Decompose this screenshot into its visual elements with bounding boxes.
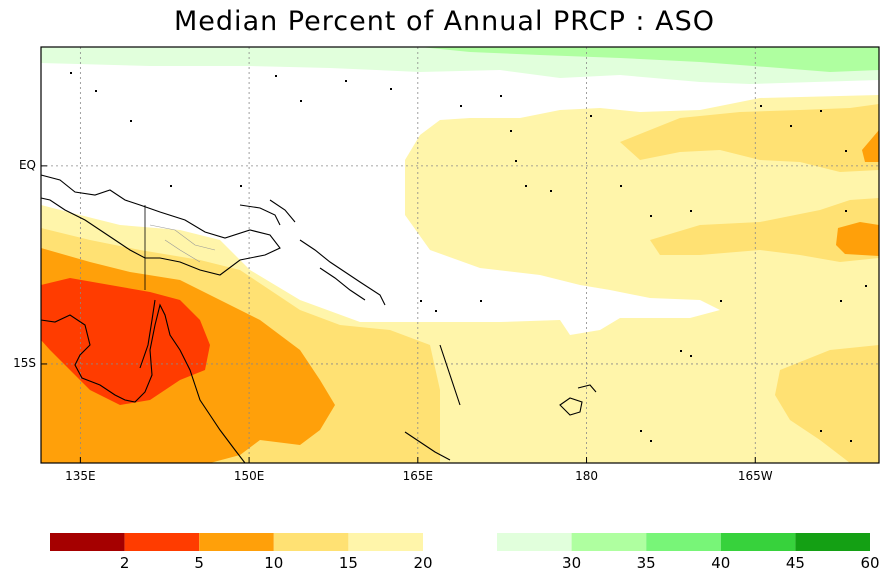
island-dot — [345, 80, 347, 82]
small-islands — [70, 72, 867, 442]
island-dot — [240, 185, 242, 187]
island-dot — [690, 210, 692, 212]
y-tick-label: 15S — [13, 355, 36, 370]
coastline-solomons-2 — [319, 267, 366, 301]
x-tick-label: 165W — [737, 469, 773, 483]
coastline-fiji-2 — [577, 384, 597, 393]
x-tick-label: 165E — [402, 469, 434, 483]
island-dot — [690, 355, 692, 357]
fill-10-15-east-south — [775, 345, 879, 463]
colorbar-swatch — [646, 533, 721, 551]
coastline-vanuatu — [439, 344, 461, 406]
coastline-solomons — [299, 239, 386, 306]
coastline-new-caledonia — [404, 431, 451, 461]
colorbar-label: 35 — [636, 554, 656, 572]
island-dot — [820, 110, 822, 112]
coastline-australia — [40, 303, 246, 464]
colorbar-swatch — [720, 533, 796, 551]
colorbar-label: 60 — [860, 554, 880, 572]
x-tick-label: 180 — [575, 469, 598, 483]
island-dot — [640, 430, 642, 432]
colorbar-swatch — [124, 533, 200, 551]
colorbar-swatch — [50, 533, 125, 551]
island-dot — [95, 90, 97, 92]
fill-2-5-southwest — [41, 278, 210, 405]
x-tick-label: 135E — [65, 469, 96, 483]
island-dot — [525, 185, 527, 187]
fill-5-10-east-patch1 — [862, 130, 879, 162]
island-dot — [865, 285, 867, 287]
colorbar-label: 20 — [413, 554, 433, 572]
colorbar-swatch — [199, 533, 274, 551]
coastline-fiji — [559, 397, 583, 416]
colorbar-label: 10 — [264, 554, 284, 572]
island-dot — [390, 88, 392, 90]
coastlines — [40, 174, 597, 464]
coastline-gulf — [139, 299, 156, 369]
island-dot — [650, 215, 652, 217]
island-dot — [500, 95, 502, 97]
colorbar-swatch — [571, 533, 647, 551]
island-dot — [170, 185, 172, 187]
fill-20-30-bump — [340, 112, 370, 135]
island-dot — [720, 300, 722, 302]
coastline-new-guinea — [40, 174, 281, 276]
island-dot — [480, 300, 482, 302]
coastline-new-ireland — [269, 199, 296, 223]
colorbar-swatch — [273, 533, 349, 551]
island-dot — [590, 115, 592, 117]
island-dot — [300, 100, 302, 102]
island-dot — [620, 185, 622, 187]
island-dot — [435, 310, 437, 312]
axis-ticks — [41, 165, 756, 463]
island-dot — [840, 300, 842, 302]
island-dot — [420, 300, 422, 302]
fill-35-40 — [420, 47, 879, 72]
fill-10-15-east-mid — [650, 198, 879, 262]
colorbar-swatch — [497, 533, 572, 551]
colorbar-swatch — [348, 533, 423, 551]
island-dot — [845, 210, 847, 212]
island-dot — [760, 105, 762, 107]
graticule — [41, 47, 879, 463]
colorbar-swatch — [795, 533, 870, 551]
colorbar-label: 5 — [194, 554, 204, 572]
island-dot — [790, 125, 792, 127]
island-dot — [650, 440, 652, 442]
colorbar-label: 2 — [119, 554, 130, 572]
colorbar-label: 30 — [562, 554, 582, 572]
island-dot — [275, 75, 277, 77]
island-dot — [820, 430, 822, 432]
map-fill-layer — [41, 47, 879, 463]
colorbar-label: 15 — [338, 554, 358, 572]
colorbar-label: 40 — [711, 554, 731, 572]
province-borders — [149, 224, 216, 263]
island-dot — [515, 160, 517, 162]
island-dot — [550, 190, 552, 192]
island-dot — [70, 72, 72, 74]
map-frame — [40, 46, 880, 464]
y-tick-label: EQ — [18, 157, 36, 172]
island-dot — [510, 130, 512, 132]
colorbar-label: 45 — [785, 554, 805, 572]
fill-10-15-east-north — [620, 104, 879, 172]
map-title: Median Percent of Annual PRCP : ASO — [174, 6, 715, 37]
island-dot — [460, 105, 462, 107]
island-dot — [850, 440, 852, 442]
island-dot — [845, 150, 847, 152]
coastline-new-britain — [239, 204, 281, 226]
fill-5-10-east-patch2 — [836, 222, 879, 256]
x-tick-label: 150E — [233, 469, 265, 483]
fill-20-30-north — [41, 47, 879, 335]
island-dot — [130, 120, 132, 122]
island-dot — [680, 350, 682, 352]
